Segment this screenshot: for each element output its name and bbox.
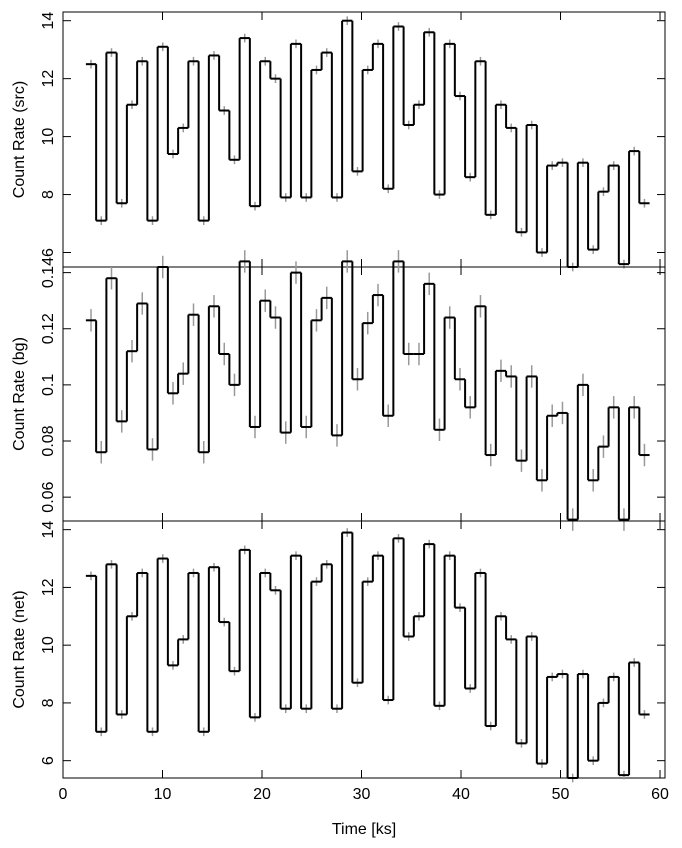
y-tick-label: 0.14 — [40, 257, 57, 288]
y-tick-label: 12 — [40, 70, 57, 88]
y-tick-label: 0.12 — [40, 313, 57, 344]
y-tick-label: 14 — [40, 12, 57, 30]
y-tick-label: 12 — [40, 578, 57, 596]
x-tick-label: 0 — [59, 786, 68, 803]
y-axis-label: Count Rate (net) — [11, 590, 28, 708]
x-tick-label: 10 — [154, 786, 172, 803]
y-tick-label: 10 — [40, 636, 57, 654]
y-axis-label: Count Rate (bg) — [11, 337, 28, 451]
y-axis-label: Count Rate (src) — [11, 81, 28, 198]
y-tick-label: 0.08 — [40, 425, 57, 456]
x-tick-label: 50 — [552, 786, 570, 803]
x-axis-label: Time [ks] — [332, 821, 396, 838]
y-tick-label: 8 — [40, 698, 57, 707]
y-tick-label: 8 — [40, 190, 57, 199]
y-tick-label: 0.06 — [40, 481, 57, 512]
x-tick-label: 40 — [452, 786, 470, 803]
x-tick-label: 60 — [651, 786, 669, 803]
plot-frame — [62, 266, 666, 522]
y-tick-label: 0.1 — [40, 374, 57, 396]
plot-frame — [62, 11, 666, 268]
plot-frame — [62, 520, 666, 779]
y-tick-label: 6 — [40, 248, 57, 257]
y-tick-label: 10 — [40, 128, 57, 146]
y-tick-label: 6 — [40, 756, 57, 765]
x-tick-label: 30 — [353, 786, 371, 803]
y-tick-label: 14 — [40, 521, 57, 539]
x-tick-label: 20 — [253, 786, 271, 803]
